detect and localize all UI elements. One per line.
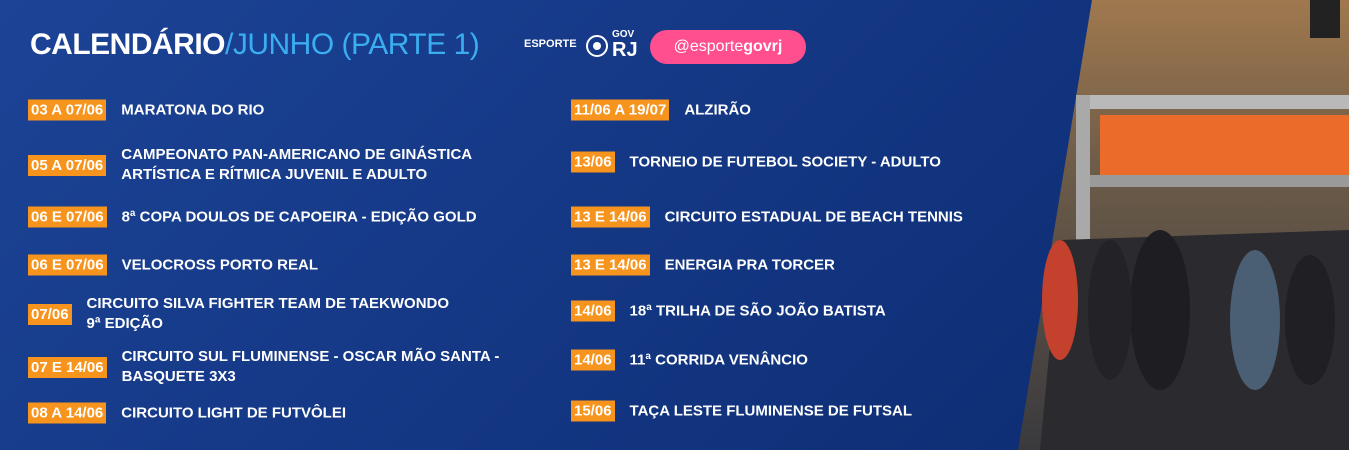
event-row: 13 E 14/06 ENERGIA PRA TORCER xyxy=(571,254,835,276)
event-row: 13 E 14/06 CIRCUITO ESTADUAL DE BEACH TEN… xyxy=(571,206,963,228)
event-date: 07/06 xyxy=(28,303,72,325)
event-name: CIRCUITO ESTADUAL DE BEACH TENNIS xyxy=(664,208,963,225)
event-date: 05 A 07/06 xyxy=(28,154,107,176)
event-row: 13/06 TORNEIO DE FUTEBOL SOCIETY - ADULTO xyxy=(571,151,941,173)
event-name: 11ª CORRIDA VENÂNCIO xyxy=(629,351,808,368)
event-date: 11/06 A 19/07 xyxy=(571,99,670,121)
event-date: 15/06 xyxy=(571,400,615,422)
title-sub: /JUNHO (PARTE 1) xyxy=(225,28,480,61)
event-name: CAMPEONATO PAN-AMERICANO DE GINÁSTICA AR… xyxy=(121,146,473,183)
event-row: 03 A 07/06 MARATONA DO RIO xyxy=(28,99,265,121)
logo-gov: GOV RJ xyxy=(612,29,638,61)
event-row: 05 A 07/06 CAMPEONATO PAN-AMERICANO DE GI… xyxy=(28,145,472,185)
event-date: 07 E 14/06 xyxy=(28,356,107,378)
logo-emblem xyxy=(586,35,608,57)
event-row: 08 A 14/06 CIRCUITO LIGHT DE FUTVÔLEI xyxy=(28,402,347,424)
event-date: 13 E 14/06 xyxy=(571,254,650,276)
event-name: MARATONA DO RIO xyxy=(121,101,265,118)
event-name: ENERGIA PRA TORCER xyxy=(664,256,835,273)
event-name: ALZIRÃO xyxy=(684,101,751,118)
event-date: 06 E 07/06 xyxy=(28,254,107,276)
logo-esporte: ESPORTE xyxy=(524,38,577,50)
event-name: CIRCUITO LIGHT DE FUTVÔLEI xyxy=(121,404,347,421)
event-date: 13/06 xyxy=(571,151,615,173)
title-main: CALENDÁRIO xyxy=(30,28,226,61)
event-name: TAÇA LESTE FLUMINENSE DE FUTSAL xyxy=(629,402,913,419)
handle-suffix: govrj xyxy=(743,38,783,55)
handle-prefix: @esporte xyxy=(673,38,744,55)
event-date: 13 E 14/06 xyxy=(571,206,650,228)
event-row: 07 E 14/06 CIRCUITO SUL FLUMINENSE - OSCA… xyxy=(28,347,499,387)
event-date: 03 A 07/06 xyxy=(28,99,107,121)
event-row: 06 E 07/06 VELOCROSS PORTO REAL xyxy=(28,254,318,276)
event-date: 08 A 14/06 xyxy=(28,402,107,424)
event-row: 06 E 07/06 8ª COPA DOULOS DE CAPOEIRA - E… xyxy=(28,206,477,228)
event-row: 07/06 CIRCUITO SILVA FIGHTER TEAM DE TAEK… xyxy=(28,294,449,334)
event-name: TORNEIO DE FUTEBOL SOCIETY - ADULTO xyxy=(629,153,941,170)
event-date: 14/06 xyxy=(571,349,615,371)
event-row: 11/06 A 19/07 ALZIRÃO xyxy=(571,99,751,121)
event-name: CIRCUITO SILVA FIGHTER TEAM DE TAEKWONDO… xyxy=(86,295,450,332)
event-name: VELOCROSS PORTO REAL xyxy=(121,256,318,273)
logo-gov-text: GOV xyxy=(612,29,635,40)
event-row: 14/06 11ª CORRIDA VENÂNCIO xyxy=(571,349,808,371)
event-name: 8ª COPA DOULOS DE CAPOEIRA - EDIÇÃO GOLD xyxy=(121,208,477,225)
event-name: 18ª TRILHA DE SÃO JOÃO BATISTA xyxy=(629,302,886,319)
event-date: 06 E 07/06 xyxy=(28,206,107,228)
logo-rj-text: RJ xyxy=(612,39,638,61)
event-row: 15/06 TAÇA LESTE FLUMINENSE DE FUTSAL xyxy=(571,400,913,422)
event-date: 14/06 xyxy=(571,300,615,322)
title: CALENDÁRIO/JUNHO (PARTE 1) xyxy=(30,28,480,62)
social-handle: @esporte govrj xyxy=(650,30,806,64)
event-row: 14/06 18ª TRILHA DE SÃO JOÃO BATISTA xyxy=(571,300,886,322)
event-name: CIRCUITO SUL FLUMINENSE - OSCAR MÃO SANT… xyxy=(121,348,500,385)
